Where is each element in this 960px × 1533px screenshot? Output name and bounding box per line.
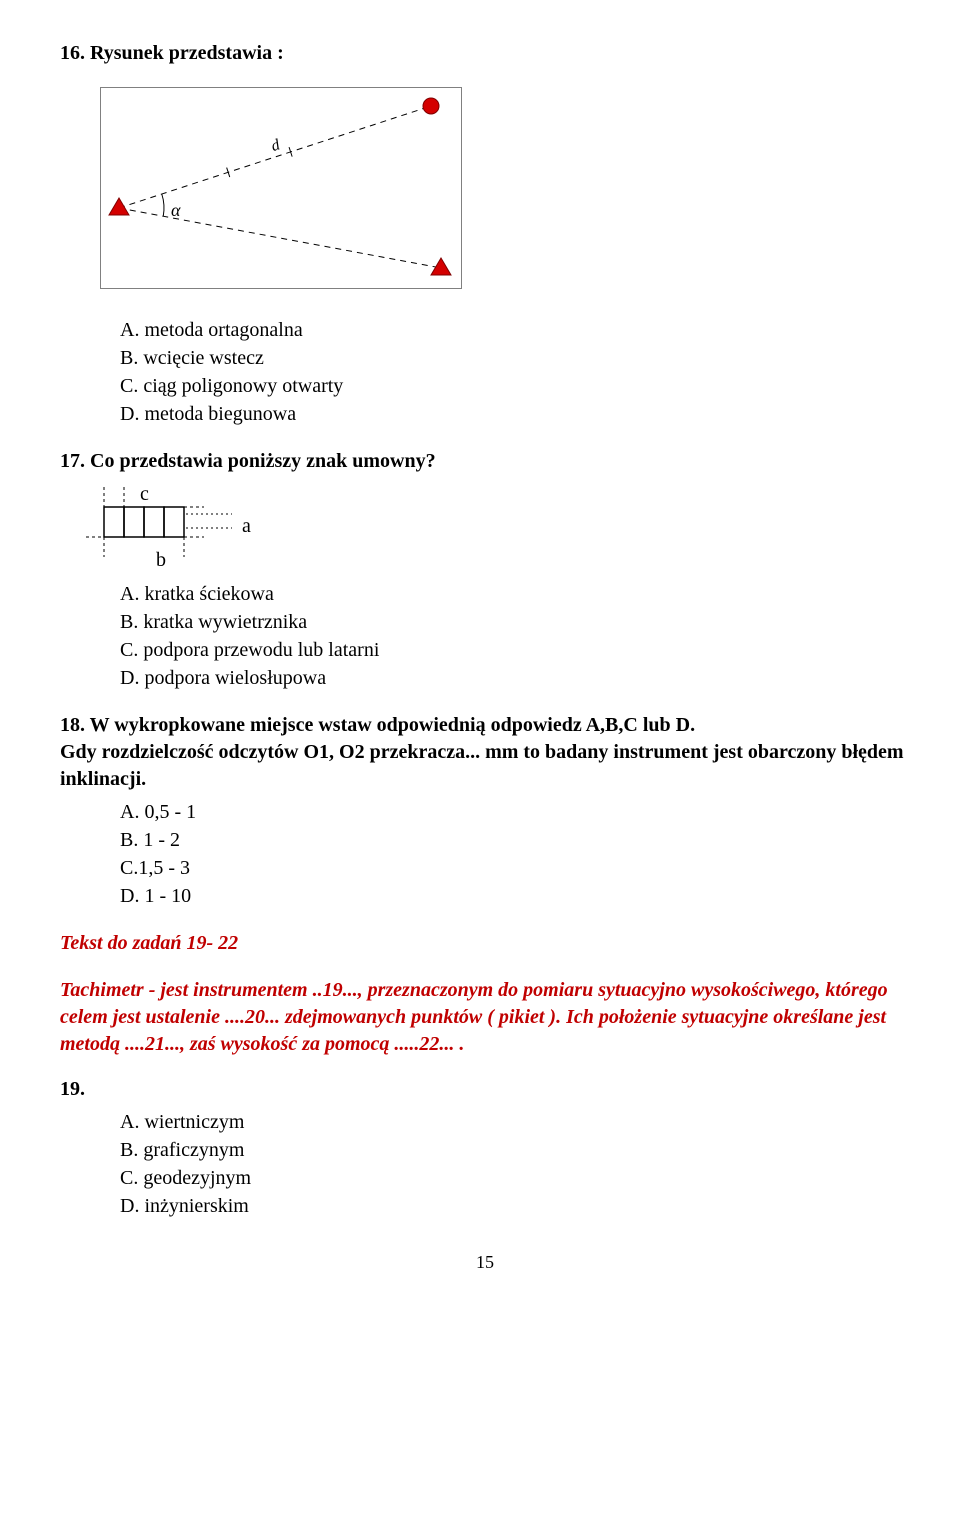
q17-label-c: c: [140, 481, 149, 508]
q17-opt-b: B. kratka wywietrznika: [120, 609, 910, 636]
q16-diagram: αd: [100, 87, 910, 297]
tekst-blurb: Tachimetr - jest instrumentem ..19..., p…: [60, 977, 910, 1058]
q19-opt-c: C. geodezyjnym: [120, 1165, 910, 1192]
q19-num: 19.: [60, 1076, 910, 1103]
question-16: 16. Rysunek przedstawia : αd A. metoda o…: [60, 40, 910, 428]
q19-opt-a: A. wiertniczym: [120, 1109, 910, 1136]
q16-opt-a: A. metoda ortagonalna: [120, 317, 910, 344]
q18-opt-a: A. 0,5 - 1: [120, 799, 910, 826]
q19-opt-b: B. graficzynym: [120, 1137, 910, 1164]
q17-opt-a: A. kratka ściekowa: [120, 581, 910, 608]
q19-options: A. wiertniczym B. graficzynym C. geodezy…: [120, 1109, 910, 1220]
q16-title: 16. Rysunek przedstawia :: [60, 40, 910, 67]
tekst-heading-block: Tekst do zadań 19- 22: [60, 930, 910, 957]
q17-title: 17. Co przedstawia poniższy znak umowny?: [60, 448, 910, 475]
q18-opt-b: B. 1 - 2: [120, 827, 910, 854]
tekst-heading: Tekst do zadań 19- 22: [60, 930, 910, 957]
q16-opt-d: D. metoda biegunowa: [120, 401, 910, 428]
q19-opt-d: D. inżynierskim: [120, 1193, 910, 1220]
q17-symbol: c a b: [84, 485, 284, 575]
page-number: 15: [60, 1250, 910, 1274]
q16-opt-b: B. wcięcie wstecz: [120, 345, 910, 372]
q16-svg: αd: [100, 87, 462, 289]
q17-opt-d: D. podpora wielosłupowa: [120, 665, 910, 692]
q17-label-b: b: [156, 547, 166, 574]
svg-text:d: d: [269, 136, 283, 155]
question-19: 19. A. wiertniczym B. graficzynym C. geo…: [60, 1076, 910, 1220]
q16-options: A. metoda ortagonalna B. wcięcie wstecz …: [120, 317, 910, 428]
q17-options: A. kratka ściekowa B. kratka wywietrznik…: [120, 581, 910, 692]
q17-label-a: a: [242, 513, 251, 540]
q17-svg: [84, 485, 284, 575]
q18-title-line1: 18. W wykropkowane miejsce wstaw odpowie…: [60, 712, 910, 739]
q17-opt-c: C. podpora przewodu lub latarni: [120, 637, 910, 664]
q18-opt-d: D. 1 - 10: [120, 883, 910, 910]
q18-title-line2: Gdy rozdzielczość odczytów O1, O2 przekr…: [60, 739, 910, 793]
q18-opt-c: C.1,5 - 3: [120, 855, 910, 882]
question-17: 17. Co przedstawia poniższy znak umowny?…: [60, 448, 910, 692]
svg-text:α: α: [171, 200, 181, 220]
question-18: 18. W wykropkowane miejsce wstaw odpowie…: [60, 712, 910, 910]
q18-options: A. 0,5 - 1 B. 1 - 2 C.1,5 - 3 D. 1 - 10: [120, 799, 910, 910]
q16-opt-c: C. ciąg poligonowy otwarty: [120, 373, 910, 400]
